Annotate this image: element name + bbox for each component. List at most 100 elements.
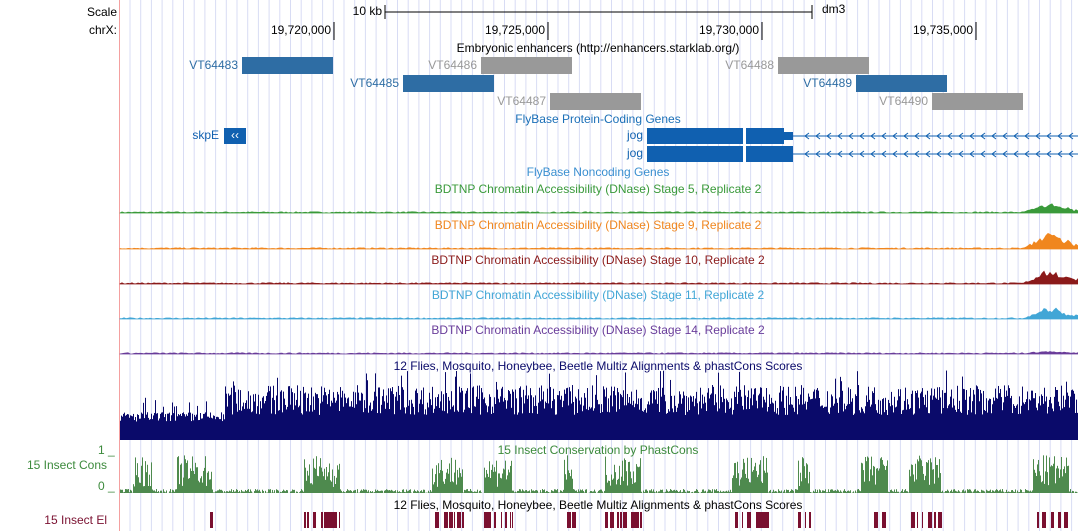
multiz-bar (411, 399, 412, 440)
cons-bar (259, 489, 260, 493)
cons-bar (211, 471, 212, 493)
cons-bar (1053, 463, 1054, 493)
multiz-bar (948, 405, 949, 440)
multiz-bar (132, 416, 133, 440)
cons-bar (799, 486, 800, 493)
multiz-bar (947, 408, 948, 440)
cons-bar (685, 491, 686, 493)
multiz-bar (374, 391, 375, 440)
cons-bar (682, 491, 683, 493)
multiz-bar (526, 385, 527, 440)
cons-bar (545, 492, 546, 493)
grid (129, 0, 1073, 531)
cons-bar (621, 476, 622, 493)
multiz-bar (511, 407, 512, 440)
cons-bar (946, 491, 947, 493)
cons-bar (299, 492, 300, 493)
multiz-bar (350, 406, 351, 440)
multiz-bar (842, 390, 843, 440)
cons-bar (149, 474, 150, 493)
multiz-bar (364, 400, 365, 440)
multiz-bar (219, 419, 220, 440)
strand-arrow (1002, 132, 1008, 140)
cons-bar (691, 492, 692, 493)
strand-arrow (804, 132, 810, 140)
cons-bar (200, 478, 201, 493)
multiz-bar (985, 410, 986, 440)
multiz-bar (173, 413, 174, 440)
cons-bar (442, 470, 443, 493)
multiz-bar (680, 394, 681, 440)
cons-bar (472, 491, 473, 493)
cons-bar (267, 492, 268, 493)
multiz-bar (278, 410, 279, 440)
multiz-bar (518, 412, 519, 440)
multiz-bar (424, 414, 425, 440)
multiz-bar (488, 406, 489, 440)
cons-bar (422, 491, 423, 493)
cons-bar (306, 480, 307, 493)
multiz-bar (534, 406, 535, 440)
multiz-bar (165, 414, 166, 440)
element (605, 512, 608, 528)
cons-bar (393, 491, 394, 493)
cons-bar (767, 472, 768, 493)
multiz-bar (651, 390, 652, 440)
strand-arrow (903, 150, 909, 158)
cons-bar (987, 490, 988, 493)
cons-bar (692, 491, 693, 493)
element (809, 512, 811, 528)
multiz-bar (895, 407, 896, 440)
cons-bar (537, 490, 538, 493)
cons-bar (704, 491, 705, 493)
cons-bar (980, 492, 981, 493)
cons-bar (1030, 490, 1031, 493)
multiz-bar (304, 393, 305, 440)
cons-bar (227, 491, 228, 493)
multiz-bar (881, 414, 882, 440)
multiz-bar (913, 414, 914, 440)
scale-bar-label: 10 kb (353, 4, 383, 18)
multiz-bar (523, 389, 524, 440)
cons-bar (1006, 489, 1007, 493)
cons-bar (250, 489, 251, 493)
multiz-bar (910, 408, 911, 440)
multiz-bar (739, 371, 740, 440)
element (1058, 512, 1061, 528)
multiz-bar (271, 413, 272, 440)
element (1037, 512, 1039, 528)
multiz-bar (835, 378, 836, 440)
cons-bar (729, 491, 730, 493)
multiz-bar (234, 385, 235, 440)
cons-bar (592, 491, 593, 493)
cons-bar (1050, 466, 1051, 493)
multiz-bar (368, 412, 369, 440)
multiz-bar (551, 408, 552, 440)
multiz-bar (622, 397, 623, 440)
multiz-bar (473, 386, 474, 440)
cons-bar (801, 481, 802, 493)
multiz-bar (764, 399, 765, 440)
element (501, 512, 502, 528)
multiz-bar (178, 414, 179, 440)
cons-bar (940, 473, 941, 493)
multiz-bar (530, 388, 531, 440)
cons-bar (401, 492, 402, 493)
element (510, 512, 511, 528)
multiz-bar (859, 410, 860, 440)
multiz-bar (415, 390, 416, 440)
multiz-bar (634, 407, 635, 440)
multiz-bar (715, 394, 716, 440)
cons-bar (593, 491, 594, 493)
multiz-bar (496, 381, 497, 440)
multiz-bar (522, 413, 523, 440)
multiz-bar (148, 417, 149, 440)
multiz-bar (586, 409, 587, 440)
multiz-bar (928, 413, 929, 440)
cons-bar (1043, 455, 1044, 493)
multiz-bar (975, 414, 976, 440)
cons-bar (197, 467, 198, 493)
multiz-bar (574, 414, 575, 440)
multiz-bar (441, 391, 442, 440)
cons-bar (176, 489, 177, 493)
